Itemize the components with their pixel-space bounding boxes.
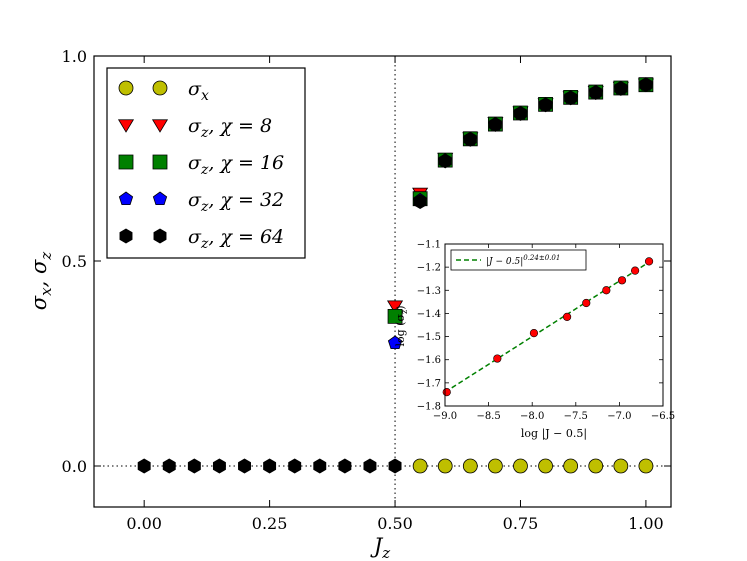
data-point bbox=[614, 80, 628, 96]
main-lines bbox=[94, 56, 671, 507]
y-tick-label: 1.0 bbox=[62, 47, 87, 66]
data-point bbox=[288, 458, 302, 474]
inset-x-tick-label: −6.5 bbox=[651, 411, 675, 422]
plot-frame bbox=[93, 55, 672, 508]
data-point bbox=[514, 105, 527, 121]
main-marks bbox=[137, 77, 654, 474]
inset-x-tick-label: −8.5 bbox=[476, 411, 500, 422]
main-ticks: 0.00 0.25 0.50 0.75 1.00 0.0 0.5 1.0 bbox=[62, 47, 671, 533]
data-point bbox=[187, 458, 201, 474]
inset-data-point bbox=[602, 286, 611, 295]
inset-y-tick-label: −1.6 bbox=[417, 355, 441, 366]
inset-area bbox=[445, 244, 663, 406]
inset-y-tick-label: −1.3 bbox=[417, 286, 441, 297]
inset-y-tick-label: −1.1 bbox=[417, 240, 441, 251]
legend-marker bbox=[152, 80, 168, 96]
inset-data-point bbox=[617, 276, 627, 285]
legend-marker bbox=[153, 228, 167, 244]
inset-fit bbox=[444, 259, 653, 393]
data-point bbox=[388, 458, 402, 474]
inset-data-point bbox=[582, 298, 591, 308]
inset-x-tick-label: −8.0 bbox=[520, 411, 544, 422]
data-point bbox=[538, 458, 553, 474]
data-point bbox=[338, 458, 352, 474]
data-point bbox=[539, 97, 553, 113]
data-point bbox=[387, 308, 403, 324]
data-point bbox=[564, 90, 578, 106]
data-point bbox=[313, 458, 327, 474]
inset-y-axis-label: log (σz) bbox=[394, 306, 409, 347]
inset-y-tick-label: −1.4 bbox=[417, 309, 441, 320]
data-point bbox=[212, 458, 226, 474]
inset-x-tick-label: −7.5 bbox=[564, 411, 588, 422]
data-point bbox=[413, 194, 427, 210]
inset-x-axis-label: log |J − 0.5| bbox=[521, 427, 587, 441]
legend-label: σz, χ = 8 bbox=[188, 115, 272, 141]
inset-data-point bbox=[442, 388, 451, 397]
y-tick-label: 0.5 bbox=[62, 252, 87, 271]
legend-marker bbox=[118, 154, 134, 170]
inset-data-point bbox=[630, 266, 640, 275]
legend-marker bbox=[119, 228, 133, 244]
inset-data-point bbox=[562, 312, 572, 322]
legend-marker bbox=[117, 119, 135, 133]
inset-data-point bbox=[644, 257, 654, 266]
data-point bbox=[487, 458, 503, 474]
data-point bbox=[639, 77, 653, 93]
x-axis-label: Jz bbox=[370, 534, 390, 561]
data-point bbox=[386, 300, 404, 314]
data-point bbox=[137, 458, 151, 474]
data-point bbox=[162, 458, 176, 474]
data-point bbox=[488, 117, 502, 132]
data-point bbox=[438, 153, 452, 169]
inset-y-tick-label: −1.5 bbox=[417, 332, 441, 343]
inset-y-tick-label: −1.2 bbox=[417, 263, 441, 274]
x-tick-label: 0.50 bbox=[377, 514, 413, 533]
data-point bbox=[462, 458, 478, 474]
legend-marker bbox=[152, 191, 168, 206]
data-point bbox=[437, 458, 453, 474]
inset-frame bbox=[444, 243, 664, 407]
data-point bbox=[563, 458, 579, 474]
data-point bbox=[463, 131, 477, 147]
inset-data-point bbox=[493, 354, 502, 363]
x-tick-label: 0.75 bbox=[503, 514, 539, 533]
data-point bbox=[387, 335, 403, 350]
inset-y-tick-label: −1.7 bbox=[417, 378, 441, 389]
data-point bbox=[613, 458, 629, 474]
data-point bbox=[588, 458, 604, 474]
series-0 bbox=[412, 458, 654, 474]
inset-data-point bbox=[529, 329, 539, 338]
y-tick-label: 0.0 bbox=[62, 457, 87, 476]
inset-y-tick-label: −1.8 bbox=[417, 402, 441, 413]
data-point bbox=[263, 458, 277, 474]
series-4 bbox=[137, 77, 653, 474]
legend-marker bbox=[151, 119, 169, 133]
data-point bbox=[363, 458, 377, 474]
inset-legend-frame bbox=[450, 249, 587, 271]
inset-plot: −9.0 −8.5 −8.0 −7.5 −7.0 −6.5 −1.8 −1.7 −1.6 −1.5… bbox=[394, 240, 675, 442]
data-point bbox=[513, 458, 528, 474]
legend-marker bbox=[118, 191, 134, 206]
data-point bbox=[589, 85, 603, 100]
legend-marker bbox=[118, 80, 134, 96]
y-axis-label: σx, σz bbox=[27, 252, 55, 311]
data-point bbox=[412, 458, 428, 474]
legend-frame bbox=[106, 67, 306, 259]
data-point bbox=[638, 458, 654, 474]
legend-marker bbox=[152, 154, 168, 170]
data-point bbox=[238, 458, 251, 474]
inset-marks bbox=[442, 257, 654, 397]
inset-legend: |J − 0.5|0.24±0.01 bbox=[450, 249, 587, 271]
x-tick-label: 0.00 bbox=[126, 514, 162, 533]
inset-fit-line bbox=[444, 259, 653, 393]
inset-x-tick-label: −9.0 bbox=[433, 411, 457, 422]
x-tick-label: 0.25 bbox=[252, 514, 288, 533]
x-tick-label: 1.00 bbox=[628, 514, 664, 533]
inset-x-tick-label: −7.0 bbox=[607, 411, 631, 422]
